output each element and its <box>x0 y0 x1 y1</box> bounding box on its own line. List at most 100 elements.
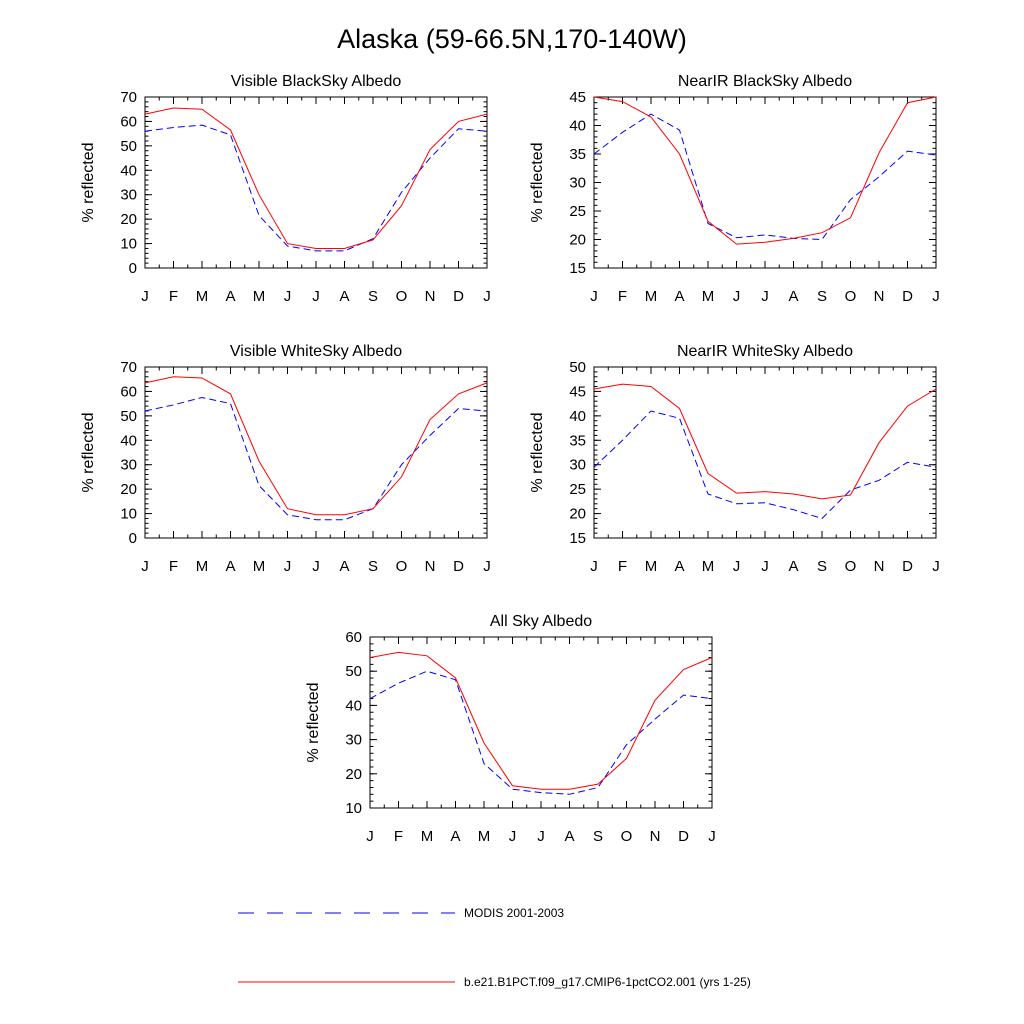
y-tick-label: 50 <box>120 138 137 155</box>
x-tick-label: D <box>902 558 913 575</box>
y-axis-label: % reflected <box>529 412 546 492</box>
y-tick-label: 10 <box>120 236 137 253</box>
x-tick-label: O <box>621 828 633 845</box>
y-tick-label: 35 <box>569 146 586 163</box>
x-tick-label: N <box>425 558 436 575</box>
y-tick-label: 50 <box>120 408 137 425</box>
x-tick-label: J <box>284 288 292 305</box>
x-tick-label: A <box>674 288 684 305</box>
y-tick-label: 20 <box>345 766 362 783</box>
x-tick-label: S <box>368 288 378 305</box>
x-tick-label: O <box>845 288 857 305</box>
x-tick-label: A <box>674 558 684 575</box>
y-tick-label: 40 <box>569 408 586 425</box>
y-tick-label: 40 <box>120 162 137 179</box>
x-tick-label: J <box>733 288 741 305</box>
x-tick-label: N <box>650 828 661 845</box>
y-tick-label: 0 <box>129 260 137 277</box>
y-tick-label: 30 <box>569 457 586 474</box>
plot-frame <box>144 366 488 539</box>
x-tick-label: S <box>593 828 603 845</box>
x-tick-label: M <box>196 288 209 305</box>
x-tick-label: F <box>618 558 627 575</box>
x-tick-label: J <box>932 288 940 305</box>
series-model-line <box>144 376 488 516</box>
series-model-line <box>369 651 713 790</box>
x-ticks <box>593 367 937 538</box>
x-tick-label: M <box>702 288 715 305</box>
series-model-line <box>144 107 488 249</box>
x-tick-label: M <box>478 828 491 845</box>
x-tick-label: O <box>845 558 857 575</box>
y-tick-label: 20 <box>120 481 137 498</box>
x-tick-label: J <box>509 828 517 845</box>
x-ticks <box>144 367 488 538</box>
y-tick-label: 0 <box>129 530 137 547</box>
x-tick-label: F <box>618 288 627 305</box>
y-tick-label: 30 <box>569 175 586 192</box>
x-tick-label: J <box>590 288 598 305</box>
y-axis-label: % reflected <box>80 142 97 222</box>
x-tick-label: J <box>366 828 374 845</box>
x-ticks <box>144 97 488 268</box>
x-tick-label: J <box>483 288 491 305</box>
series-modis-line <box>593 410 937 520</box>
y-tick-label: 25 <box>569 203 586 220</box>
y-tick-label: 40 <box>569 118 586 135</box>
x-tick-label: A <box>339 558 349 575</box>
x-tick-label: M <box>645 288 658 305</box>
y-tick-label: 45 <box>569 383 586 400</box>
y-tick-label: 30 <box>120 457 137 474</box>
y-axis-label: % reflected <box>80 412 97 492</box>
series-modis-line <box>144 124 488 252</box>
y-tick-label: 35 <box>569 432 586 449</box>
y-ticks <box>145 96 487 269</box>
panel-title: NearIR WhiteSky Albedo <box>677 343 853 360</box>
x-tick-label: S <box>817 558 827 575</box>
series-model-line <box>593 96 937 245</box>
x-tick-label: D <box>453 558 464 575</box>
x-tick-label: J <box>932 558 940 575</box>
y-tick-label: 15 <box>569 530 586 547</box>
y-tick-label: 10 <box>120 506 137 523</box>
y-ticks <box>145 366 487 539</box>
y-tick-label: 70 <box>120 89 137 106</box>
y-tick-label: 25 <box>569 481 586 498</box>
x-ticks <box>369 637 713 808</box>
y-ticks <box>370 636 712 809</box>
x-tick-label: D <box>453 288 464 305</box>
series-modis-line <box>593 113 937 241</box>
y-tick-label: 20 <box>120 211 137 228</box>
panel-title: NearIR BlackSky Albedo <box>678 73 852 90</box>
x-tick-label: D <box>902 288 913 305</box>
x-tick-label: J <box>708 828 716 845</box>
x-tick-label: S <box>817 288 827 305</box>
y-tick-label: 60 <box>120 113 137 130</box>
x-tick-label: M <box>702 558 715 575</box>
series-modis-line <box>144 396 488 521</box>
y-tick-label: 40 <box>345 697 362 714</box>
x-tick-label: N <box>425 288 436 305</box>
x-tick-label: J <box>590 558 598 575</box>
series-modis-line <box>369 670 713 795</box>
x-tick-label: F <box>169 558 178 575</box>
panel-title: Visible WhiteSky Albedo <box>230 343 402 360</box>
plot-frame <box>144 96 488 269</box>
x-tick-label: O <box>396 558 408 575</box>
y-tick-label: 15 <box>569 260 586 277</box>
x-tick-label: M <box>253 558 266 575</box>
x-tick-label: A <box>225 288 235 305</box>
x-tick-label: J <box>141 558 149 575</box>
legend: MODIS 2001-2003 b.e21.B1PCT.f09_g17.CMIP… <box>238 906 751 989</box>
y-tick-label: 60 <box>345 629 362 646</box>
x-tick-label: N <box>874 288 885 305</box>
figure-title: Alaska (59-66.5N,170-140W) <box>337 24 687 54</box>
x-tick-label: J <box>483 558 491 575</box>
x-tick-label: M <box>196 558 209 575</box>
x-tick-label: M <box>645 558 658 575</box>
